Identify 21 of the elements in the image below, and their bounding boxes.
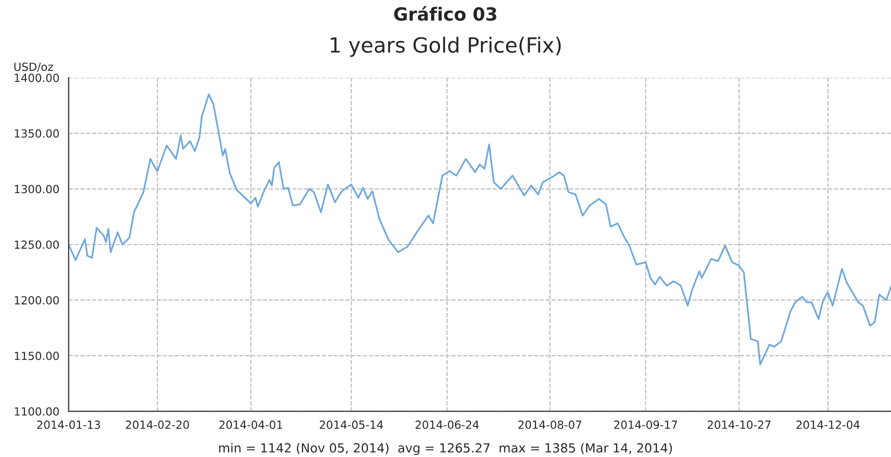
x-tick-label: 2014-09-17 [614, 420, 678, 429]
y-tick-label: 1350.00 [14, 129, 59, 138]
chart-title: Gráfico 03 [394, 6, 496, 21]
y-tick-label: 1150.00 [14, 352, 59, 360]
x-tick-label: 2014-05-14 [320, 420, 383, 429]
line-series [68, 94, 891, 366]
y-axis-title: USD/oz [14, 62, 53, 72]
x-tick-label: 2014-02-20 [126, 420, 189, 429]
x-tick-label: 2014-04-01 [219, 420, 282, 429]
text: min = 1142 (Nov 05, 2014) avg = 1265.27 max = 1385 (Mar 14, 2014) [219, 442, 672, 456]
x-tick-label: 2014-01-13 [37, 420, 100, 429]
y-tick-label: 1100.00 [14, 407, 59, 416]
y-tick-label: 1250.00 [14, 240, 59, 249]
x-tick-label: 2014-12-04 [796, 420, 860, 429]
y-tick-label: 1200.00 [14, 296, 59, 304]
y-tick-label: 1300.00 [14, 184, 59, 194]
x-tick-label: 2014-10-27 [708, 420, 770, 429]
chart-subtitle: 1 years Gold Price(Fix) [330, 36, 561, 57]
x-tick-label: 2014-08-07 [518, 420, 582, 429]
y-tick-label: 1400.00 [14, 74, 59, 82]
x-tick-label: 2014-06-24 [416, 420, 479, 429]
